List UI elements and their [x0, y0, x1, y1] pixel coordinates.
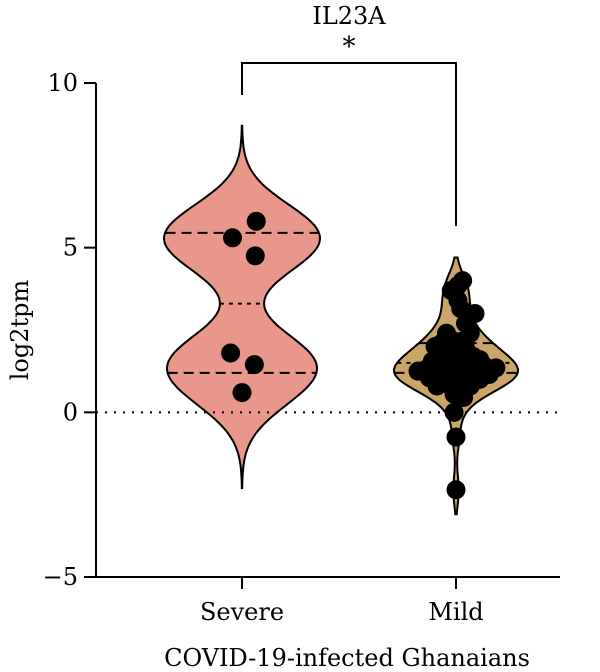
y-tick-label: 10 — [47, 69, 78, 97]
y-axis-title: log2tpm — [6, 280, 34, 381]
data-point — [446, 480, 466, 500]
significance-bracket — [241, 62, 457, 226]
x-axis-title: COVID-19-infected Ghanaians — [164, 644, 530, 672]
y-tick-label: 5 — [63, 234, 78, 262]
data-point — [444, 402, 464, 422]
data-point — [451, 299, 471, 319]
y-tick-label: −5 — [43, 563, 78, 591]
data-point — [245, 246, 265, 266]
data-point — [232, 383, 252, 403]
violin-severe — [162, 124, 322, 490]
x-tick-label-severe: Severe — [200, 598, 284, 626]
points — [221, 211, 506, 500]
axes: −5 0 5 10 Severe Mild * — [43, 32, 560, 626]
data-point — [446, 427, 466, 447]
x-tick-label-mild: Mild — [428, 598, 483, 626]
data-point — [427, 376, 447, 396]
data-point — [453, 271, 473, 291]
data-point — [246, 211, 266, 231]
data-point — [223, 228, 242, 248]
chart-title: IL23A — [312, 2, 386, 30]
data-point — [221, 343, 241, 363]
data-point — [244, 355, 264, 375]
data-point — [454, 388, 474, 408]
y-tick-label: 0 — [63, 398, 78, 426]
significance-label: * — [343, 32, 356, 62]
